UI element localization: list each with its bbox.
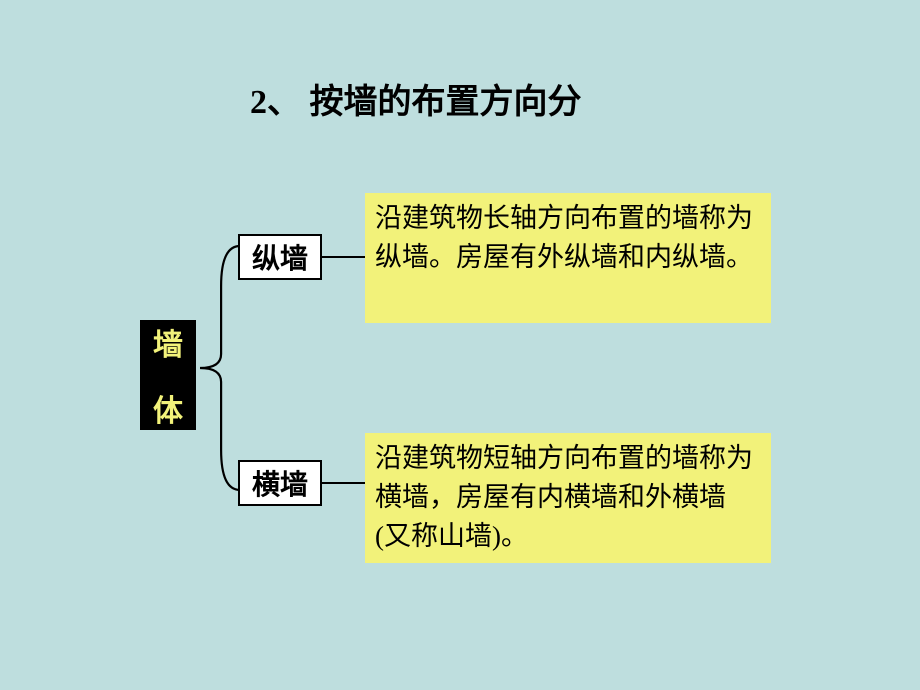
brace-icon (198, 240, 240, 496)
root-label-bottom: 体 (153, 386, 183, 430)
connector-transverse (322, 482, 365, 484)
slide-title: 2、 按墙的布置方向分 (250, 74, 582, 123)
branch-node-transverse: 横墙 (238, 460, 322, 506)
root-node: 墙 体 (140, 320, 196, 430)
connector-longitudinal (322, 256, 365, 258)
branch-desc-longitudinal: 沿建筑物长轴方向布置的墙称为纵墙。房屋有外纵墙和内纵墙。 (365, 193, 771, 323)
branch-desc-transverse: 沿建筑物短轴方向布置的墙称为横墙，房屋有内横墙和外横墙(又称山墙)。 (365, 433, 771, 563)
root-label-top: 墙 (153, 320, 183, 364)
branch-node-longitudinal: 纵墙 (238, 234, 322, 280)
